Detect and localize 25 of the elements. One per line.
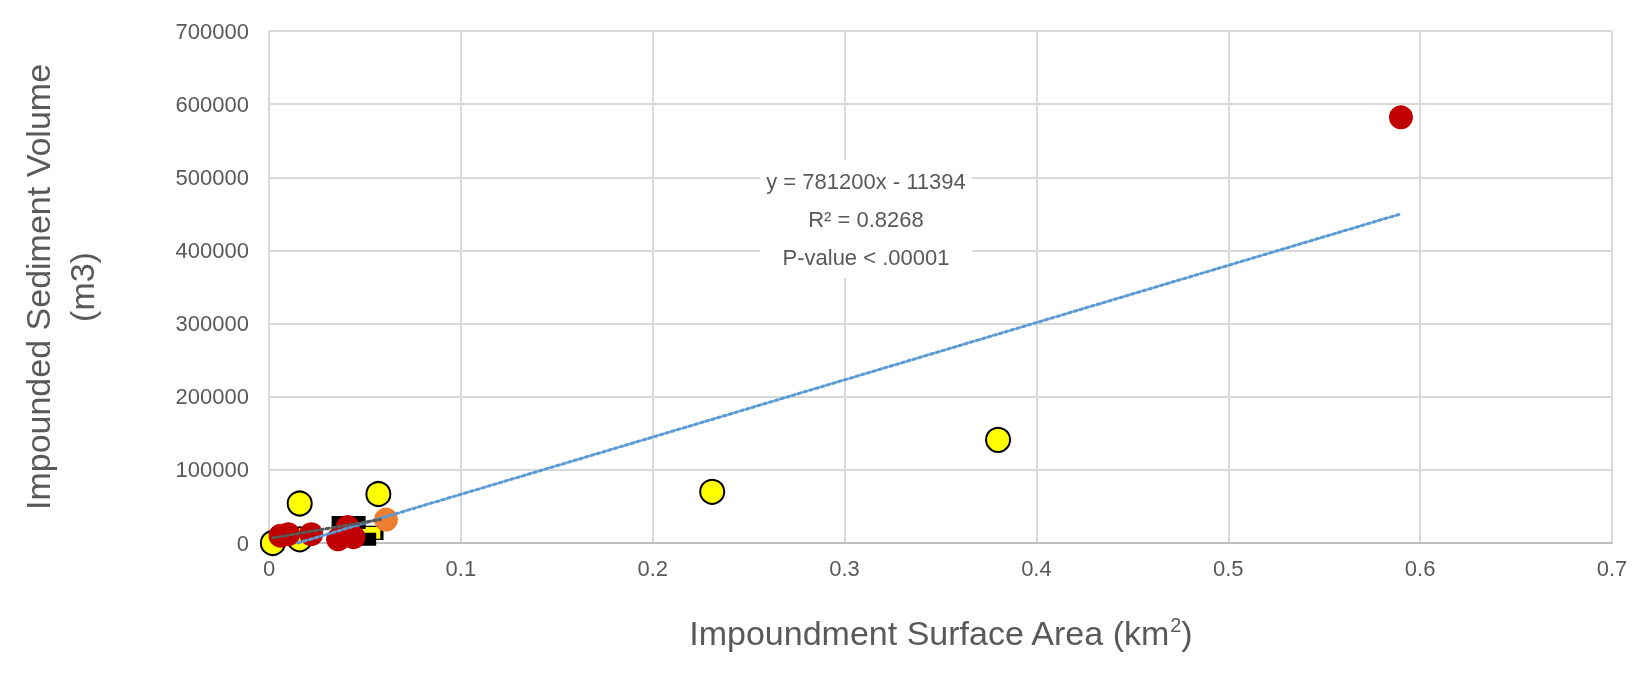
annotation: P-value < .00001	[782, 244, 950, 270]
x-tick-label: 0.3	[829, 555, 860, 581]
x-tick-label: 0.6	[1404, 555, 1436, 581]
y-axis-title: Impounded Sediment Volume (m3)	[19, 63, 101, 511]
y-tick-label: 200000	[175, 384, 249, 410]
y-tick-label: 500000	[175, 164, 249, 190]
y-tick-label: 400000	[175, 237, 249, 263]
y-tick-label: 600000	[175, 91, 249, 117]
annotation: y = 781200x - 11394	[766, 168, 966, 194]
y-tick-label: 100000	[175, 457, 249, 483]
point	[365, 481, 392, 507]
y-tick-label: 300000	[175, 311, 249, 337]
x-tick-label: 0.1	[445, 555, 477, 581]
point	[286, 490, 313, 517]
annotation: R² = 0.8268	[808, 206, 924, 232]
x-tick-label: 0.2	[637, 555, 669, 581]
point	[699, 478, 726, 505]
point	[985, 426, 1012, 453]
x-tick-label: 0.4	[1021, 555, 1052, 581]
x-tick-label: 0.7	[1596, 555, 1628, 581]
x-tick-label: 0.5	[1212, 555, 1244, 581]
y-tick-label: 0	[236, 530, 249, 556]
point	[1388, 105, 1413, 130]
y-tick-label: 700000	[175, 18, 249, 44]
x-tick-label: 0	[262, 555, 276, 581]
